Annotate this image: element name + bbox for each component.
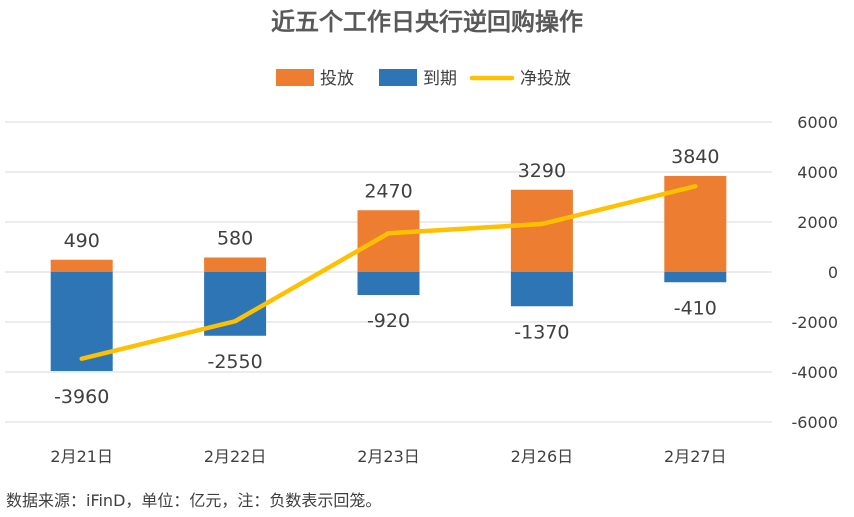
- data-label: 2470: [364, 180, 412, 202]
- legend: 投放 到期 净投放: [276, 69, 571, 89]
- y-tick-label: 6000: [797, 113, 838, 132]
- y-axis: 6000 4000 2000 0 -2000 -4000 -6000: [792, 113, 839, 432]
- legend-swatch: [379, 69, 417, 86]
- footnote: 数据来源：iFinD，单位：亿元，注：负数表示回笼。: [6, 491, 382, 510]
- x-tick-label: 2月26日: [511, 447, 574, 466]
- y-tick-label: 0: [828, 263, 838, 282]
- y-tick-label: -2000: [792, 313, 839, 332]
- x-tick-label: 2月22日: [204, 447, 267, 466]
- net-line: [79, 184, 698, 361]
- y-tick-label: 4000: [797, 163, 838, 182]
- y-tick-label: -4000: [792, 363, 839, 382]
- y-tick-label: -6000: [792, 413, 839, 432]
- data-label: -2550: [207, 351, 262, 373]
- x-tick-label: 2月21日: [50, 447, 113, 466]
- legend-label: 到期: [423, 69, 457, 89]
- bar-mature: [50, 272, 113, 371]
- bar-inject: [204, 257, 267, 272]
- bar-mature: [510, 272, 573, 307]
- x-axis: 2月21日 2月22日 2月23日 2月26日 2月27日: [50, 447, 726, 466]
- chart-title: 近五个工作日央行逆回购操作: [271, 8, 583, 36]
- legend-label: 净投放: [520, 69, 571, 89]
- bar-inject: [357, 210, 420, 272]
- data-label: -3960: [54, 386, 109, 408]
- legend-swatch: [276, 69, 314, 86]
- data-label: -920: [367, 310, 410, 332]
- net-line-path: [79, 184, 698, 361]
- bar-mature: [664, 272, 727, 283]
- data-label: -410: [674, 297, 717, 319]
- x-tick-label: 2月27日: [664, 447, 727, 466]
- data-label: -1370: [514, 321, 569, 343]
- x-tick-label: 2月23日: [357, 447, 420, 466]
- legend-label: 投放: [320, 69, 354, 89]
- data-label: 490: [64, 230, 100, 252]
- data-labels: 490 580 2470 3290 3840 -3960 -2550 -920 -1370 -41…: [54, 146, 719, 408]
- bar-inject: [50, 259, 113, 272]
- data-label: 3840: [671, 146, 719, 168]
- bar-mature: [357, 272, 420, 295]
- data-label: 3290: [518, 160, 566, 182]
- bar-inject: [510, 189, 573, 272]
- y-tick-label: 2000: [797, 213, 838, 232]
- data-label: 580: [217, 228, 253, 250]
